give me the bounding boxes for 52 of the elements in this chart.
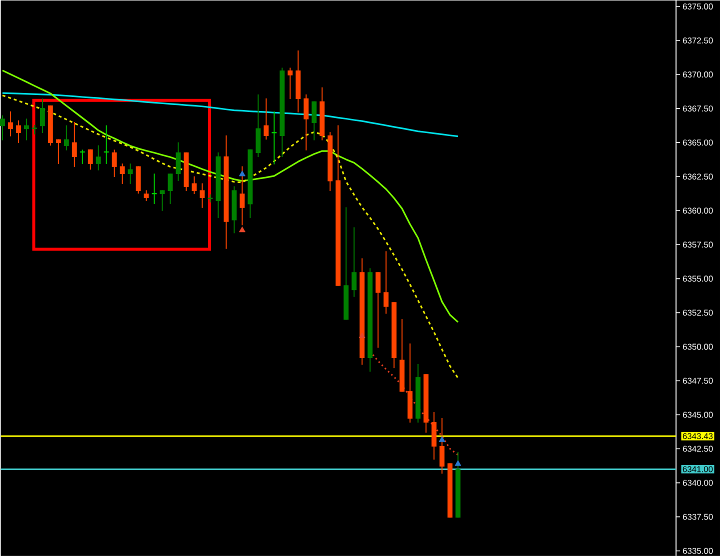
y-tick-label: 6362.50 [683,174,713,180]
candlestick [16,120,21,144]
candlestick [88,148,93,170]
y-tick-label: 6350.00 [683,344,713,350]
y-tick-label: 6342.50 [683,446,713,452]
y-tick-label: 6360.00 [683,208,713,214]
y-tick-label: 6365.00 [683,140,713,146]
y-tick-label: 6375.00 [683,3,713,10]
candlestick [24,118,29,141]
candlestick [144,190,149,202]
y-tick-label: 6352.50 [683,310,713,316]
candlestick [64,124,69,151]
candlestick [0,114,5,141]
candlestick [440,417,444,474]
point [454,460,462,466]
candlestick [32,124,37,135]
candlestick [160,190,165,212]
y-tick-label: 6337.50 [683,514,713,520]
candlestick [352,226,357,298]
y-tick-label: 6355.00 [683,276,713,282]
candlestick [288,67,293,100]
candlestick [304,94,309,151]
candlestick [384,250,389,314]
point [358,332,366,338]
candlestick [240,166,245,226]
y-tick-label: 6345.00 [683,412,713,418]
candlestick [72,121,77,168]
candlestick [128,162,133,184]
candlestick [376,272,381,348]
candlestick [112,149,117,178]
y-tick-label: 6367.50 [683,105,713,112]
candlestick [120,162,125,184]
candlestick [96,144,101,171]
candlestick [312,100,317,141]
candlestick [200,182,205,208]
y-tick-label: 6335.00 [683,548,713,554]
y-tick-label: 6370.00 [683,71,713,78]
y-tick-label: 6372.50 [683,37,713,44]
candlestick [40,98,45,134]
point [238,170,246,176]
point [438,436,446,442]
candlestick [168,173,173,204]
candlestick [264,98,269,140]
candlestick [176,142,181,182]
y-tick-label: 6357.50 [683,242,713,248]
candlestick [56,138,61,164]
point [238,226,246,232]
candlestick [8,110,13,137]
ref-line-label: 6341.00 [682,466,713,472]
ref-line-label: 6343.43 [682,433,713,440]
y-tick-label: 6340.00 [683,480,713,486]
y-tick-label: 6347.50 [683,378,713,384]
